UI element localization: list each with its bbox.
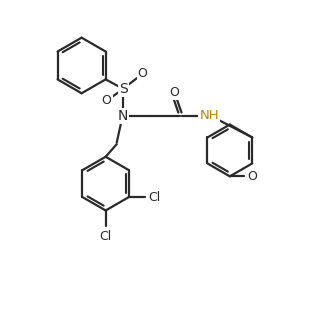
Text: N: N [118, 109, 128, 123]
Text: O: O [138, 67, 148, 80]
Text: O: O [169, 86, 179, 100]
Text: O: O [102, 94, 112, 107]
Text: Cl: Cl [149, 191, 161, 203]
Text: Cl: Cl [100, 230, 112, 244]
Text: O: O [247, 170, 257, 183]
Text: S: S [119, 82, 128, 96]
Text: NH: NH [199, 109, 219, 122]
